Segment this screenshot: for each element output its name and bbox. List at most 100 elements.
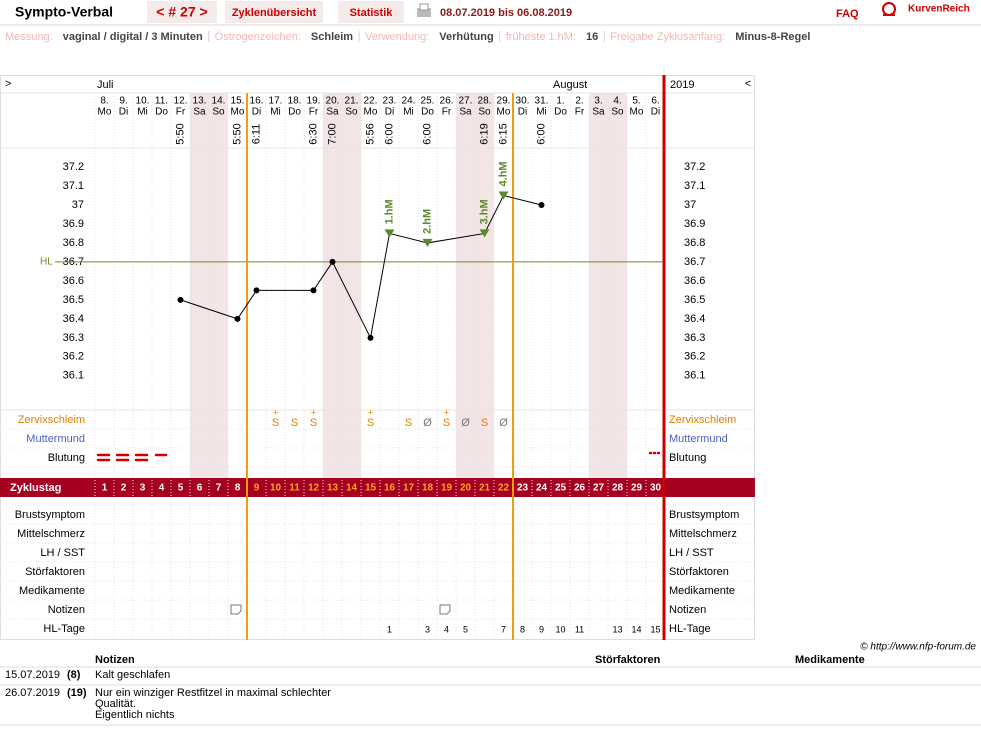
hm-marker (384, 229, 395, 238)
y-tick-label-right: 36.9 (684, 218, 705, 230)
weekday: Mo (98, 107, 112, 118)
measure-time: 6:11 (250, 124, 262, 145)
y-tick-label-right: 36.3 (684, 332, 705, 344)
weekend-column (589, 93, 608, 478)
weekday: Fr (176, 107, 186, 118)
cycle-day: 15 (365, 483, 377, 494)
date: 24. (402, 96, 416, 107)
tab-box[interactable] (225, 1, 323, 23)
month-label: Juli (97, 79, 114, 91)
nav-prev[interactable]: > (5, 78, 11, 90)
cycle-day: 27 (593, 483, 605, 494)
weekend-column (475, 93, 494, 478)
hm-marker (479, 229, 490, 238)
y-tick-label: 37.2 (63, 161, 84, 173)
cycle-day: 9 (254, 483, 260, 494)
bleeding-icons (96, 451, 661, 462)
measure-time: 5:50 (174, 123, 186, 144)
row-label: Brustsymptom (15, 509, 85, 521)
cycle-band (0, 478, 755, 497)
weekday: Fr (575, 107, 585, 118)
date: 19. (307, 96, 321, 107)
y-tick-label-right: 36.6 (684, 275, 705, 287)
weekend-column (608, 93, 627, 478)
temperature-point (253, 287, 260, 294)
cycle-day: 28 (612, 483, 624, 494)
row-label-right: Notizen (669, 604, 706, 616)
cervix-sign: S (291, 417, 298, 429)
cervix-plus: + (273, 407, 278, 417)
date: 17. (269, 96, 283, 107)
row-label-right: Zervixschleim (669, 414, 736, 426)
date: 2. (575, 96, 583, 107)
cycle-day: 16 (384, 483, 396, 494)
cycle-day: 10 (270, 483, 282, 494)
row-label: Medikamente (19, 585, 85, 597)
weekday: Mi (137, 107, 148, 118)
date: 18. (288, 96, 302, 107)
hl-day: 7 (501, 624, 506, 634)
date: 6. (651, 96, 659, 107)
row-label: Blutung (48, 452, 85, 464)
hl-day: 1 (387, 624, 392, 634)
date: 8. (100, 96, 108, 107)
cycle-nav[interactable]: < # 27 > (156, 4, 207, 20)
cycle-day: 6 (197, 483, 203, 494)
y-tick-label: 36.3 (63, 332, 84, 344)
print-icon[interactable] (417, 3, 431, 17)
cycle-day: 2 (121, 483, 127, 494)
tab[interactable]: Statistik (350, 7, 394, 19)
hm-marker (498, 191, 509, 200)
note-day: (19) (67, 687, 87, 699)
date: 12. (174, 96, 188, 107)
weekday: So (611, 107, 624, 118)
row-label: Notizen (48, 604, 85, 616)
weekday: Di (518, 107, 527, 118)
hl-day: 13 (612, 624, 622, 634)
faq-link[interactable]: FAQ (836, 8, 859, 20)
nav-box[interactable] (147, 1, 217, 23)
weekday: Mi (536, 107, 547, 118)
cycle-day: 1 (102, 483, 108, 494)
weekend-column (323, 93, 342, 478)
measure-time: 5:50 (231, 123, 243, 144)
tab[interactable]: Zyklenübersicht (232, 7, 317, 19)
cycle-day: 4 (159, 483, 165, 494)
date: 11. (155, 96, 168, 107)
app-title: Sympto-Verbal (15, 4, 113, 20)
cycle-day: 25 (555, 483, 567, 494)
weekday: So (478, 107, 491, 118)
hl-day: 10 (555, 624, 565, 634)
weekend-column (190, 93, 209, 478)
cycle-day: 12 (308, 483, 320, 494)
cycle-day: 19 (441, 483, 453, 494)
cycle-day: 3 (140, 483, 146, 494)
measure-time: 7:00 (326, 123, 338, 144)
date: 25. (421, 96, 435, 107)
date: 20. (326, 96, 340, 107)
date: 10. (136, 96, 150, 107)
weekday: Sa (193, 107, 206, 118)
row-label-right: Brustsymptom (669, 509, 739, 521)
note-text: Kalt geschlafen (95, 669, 170, 681)
logo[interactable]: KurvenReich (908, 4, 970, 15)
date: 27. (459, 96, 473, 107)
y-tick-label-right: 36.8 (684, 237, 705, 249)
date: 3. (594, 96, 602, 107)
row-label: Störfaktoren (25, 566, 85, 578)
y-tick-label-right: 36.4 (684, 313, 705, 325)
row-label-right: Störfaktoren (669, 566, 729, 578)
cycle-day: 17 (403, 483, 415, 494)
weekday: Di (252, 107, 261, 118)
temperature-point (310, 287, 317, 294)
note-icons[interactable] (230, 604, 451, 615)
cycle-day: 26 (574, 483, 586, 494)
setting-value: vaginal / digital / 3 Minuten (63, 31, 203, 43)
hl-day: 15 (650, 624, 660, 634)
hm-marker (422, 238, 433, 247)
month-label: August (553, 79, 587, 91)
hm-label: 3.hM (478, 199, 490, 224)
cervix-sign: Ø (423, 417, 432, 429)
date: 15. (231, 96, 245, 107)
tab-box[interactable] (338, 1, 404, 23)
